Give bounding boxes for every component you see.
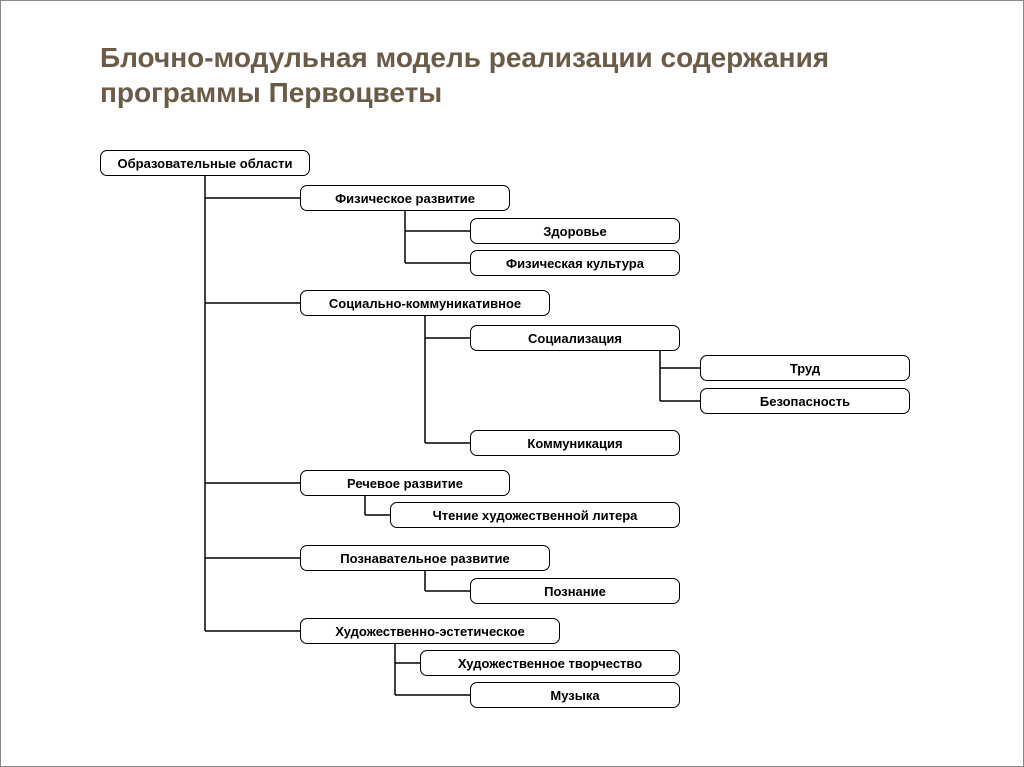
tree-node-n5b: Музыка bbox=[470, 682, 680, 708]
tree-node-n4: Познавательное развитие bbox=[300, 545, 550, 571]
tree-node-n5a: Художественное творчество bbox=[420, 650, 680, 676]
tree-node-root: Образовательные области bbox=[100, 150, 310, 176]
tree-node-n1b: Физическая культура bbox=[470, 250, 680, 276]
tree-node-n2: Социально-коммуникативное bbox=[300, 290, 550, 316]
tree-node-n4a: Познание bbox=[470, 578, 680, 604]
tree-node-n1: Физическое развитие bbox=[300, 185, 510, 211]
tree-node-n2a2: Безопасность bbox=[700, 388, 910, 414]
tree-node-n2b: Коммуникация bbox=[470, 430, 680, 456]
tree-node-n2a: Социализация bbox=[470, 325, 680, 351]
tree-node-n3: Речевое развитие bbox=[300, 470, 510, 496]
tree-node-n3a: Чтение художественной литера bbox=[390, 502, 680, 528]
tree-node-n1a: Здоровье bbox=[470, 218, 680, 244]
tree-node-n2a1: Труд bbox=[700, 355, 910, 381]
tree-node-n5: Художественно-эстетическое bbox=[300, 618, 560, 644]
slide-title: Блочно-модульная модель реализации содер… bbox=[100, 40, 860, 110]
hierarchy-diagram: Образовательные области Физическое развит… bbox=[100, 150, 970, 720]
